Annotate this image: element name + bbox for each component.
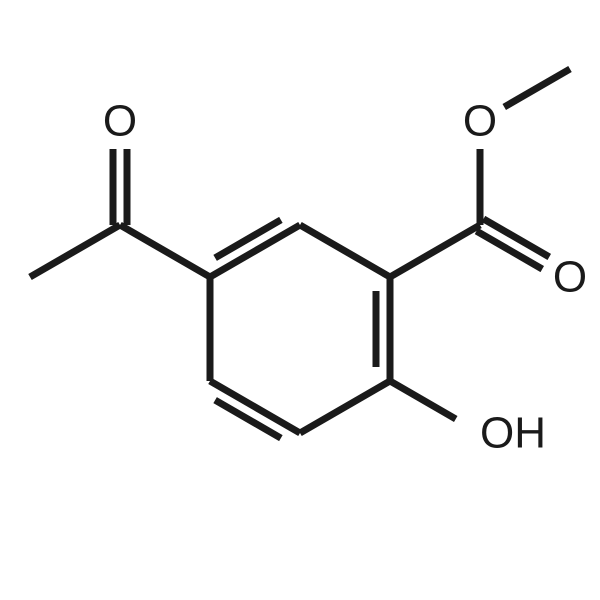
atom-label-O_hydroxy: OH <box>480 409 546 458</box>
bond-line <box>504 69 570 107</box>
bond-line <box>300 381 390 433</box>
bond-line <box>30 225 120 277</box>
atom-label-O_ester_single: O <box>463 97 497 146</box>
bond-line <box>390 225 480 277</box>
bond-line <box>120 225 210 277</box>
atom-label-O_ester_dbl: O <box>553 253 587 302</box>
bond-line <box>390 381 456 419</box>
bond-line <box>300 225 390 277</box>
atom-label-O_acetyl_dbl: O <box>103 97 137 146</box>
molecule-diagram: O OH O O <box>0 0 600 600</box>
